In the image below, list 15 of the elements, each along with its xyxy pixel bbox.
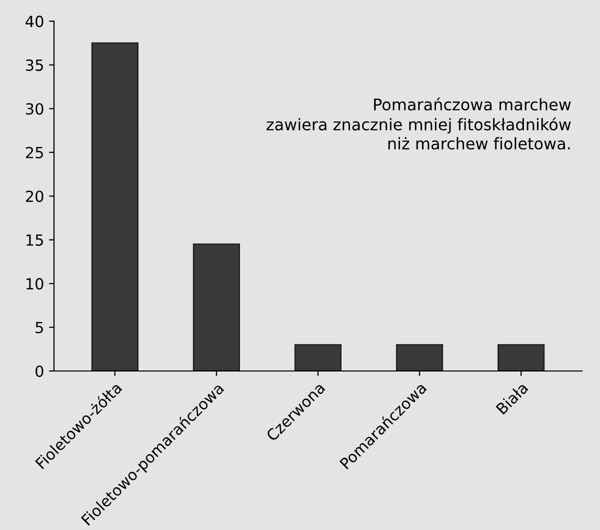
y-tick-label: 5	[36, 322, 43, 334]
annotation: Pomarańczowa marchew zawiera znacznie mniej fitoskładników niż marchew fioletowa.	[266, 98, 571, 150]
bar	[91, 42, 138, 371]
bar	[498, 344, 545, 371]
y-tick-label: 10	[26, 278, 44, 290]
y-tick-label: 35	[26, 59, 43, 71]
bar	[294, 344, 342, 371]
y-tick-label: 20	[26, 190, 44, 202]
bar	[396, 344, 444, 371]
y-tick-label: 15	[26, 234, 43, 246]
y-tick-label: 30	[26, 103, 44, 115]
y-tick-label: 0	[36, 365, 44, 378]
y-tick-label: 40	[26, 16, 44, 28]
bar	[192, 244, 240, 371]
y-tick-label: 25	[26, 146, 43, 158]
